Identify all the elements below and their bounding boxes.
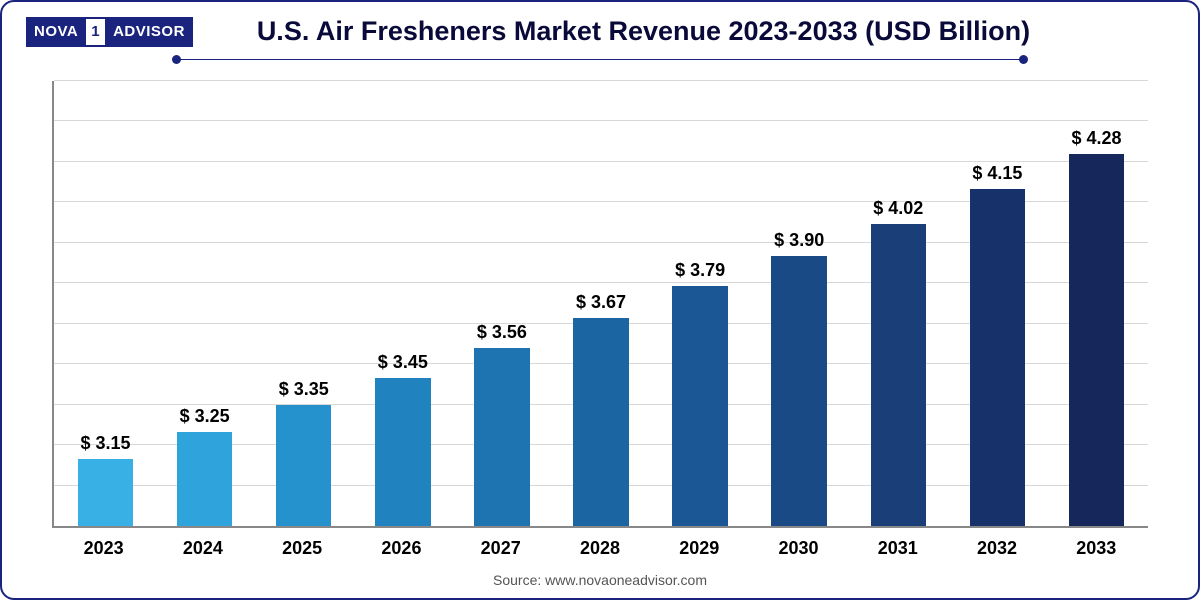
bar [970,189,1025,526]
chart-area: $ 3.15 $ 3.25 $ 3.35 $ 3.45 $ 3.56 $ 3.67 $ 3.… [52,81,1148,568]
bar-value-label: $ 3.56 [477,322,527,343]
bar-value-label: $ 4.28 [1071,128,1121,149]
bar [375,378,430,526]
bar [78,459,133,526]
bar-value-label: $ 3.25 [180,406,230,427]
x-tick-label: 2026 [352,528,451,568]
bar-slot: $ 3.67 [551,81,650,526]
bar-value-label: $ 4.15 [972,163,1022,184]
logo-right: ADVISOR [107,17,193,47]
bar-slot: $ 3.35 [254,81,353,526]
bar-value-label: $ 3.79 [675,260,725,281]
x-tick-label: 2027 [451,528,550,568]
bar-value-label: $ 3.67 [576,292,626,313]
plot: $ 3.15 $ 3.25 $ 3.35 $ 3.45 $ 3.56 $ 3.67 $ 3.… [52,81,1148,528]
x-tick-label: 2029 [650,528,749,568]
divider-dot-left-icon [172,55,181,64]
bar [1069,154,1124,526]
bar [177,432,232,526]
x-tick-label: 2030 [749,528,848,568]
bar [276,405,331,526]
bar-slot: $ 3.25 [155,81,254,526]
bar-slot: $ 3.56 [452,81,551,526]
x-tick-label: 2023 [54,528,153,568]
source-label: Source: www.novaoneadvisor.com [26,568,1174,588]
bar-slot: $ 3.90 [750,81,849,526]
x-tick-label: 2031 [848,528,947,568]
bar [474,348,529,526]
chart-frame: NOVA 1 ADVISOR U.S. Air Fresheners Marke… [0,0,1200,600]
logo-mid: 1 [84,17,107,47]
bar [871,224,926,526]
x-tick-label: 2028 [550,528,649,568]
divider-dot-right-icon [1019,55,1028,64]
divider-line [176,59,1024,60]
bar-value-label: $ 3.35 [279,379,329,400]
bar-value-label: $ 3.45 [378,352,428,373]
bars-container: $ 3.15 $ 3.25 $ 3.35 $ 3.45 $ 3.56 $ 3.67 $ 3.… [54,81,1148,526]
bar [672,286,727,526]
bar-value-label: $ 4.02 [873,198,923,219]
bar-slot: $ 3.15 [56,81,155,526]
bar-value-label: $ 3.90 [774,230,824,251]
chart-title: U.S. Air Fresheners Market Revenue 2023-… [213,16,1174,47]
bar-slot: $ 3.79 [651,81,750,526]
logo: NOVA 1 ADVISOR [26,17,193,47]
bar-value-label: $ 3.15 [81,433,131,454]
bar [771,256,826,526]
x-tick-label: 2032 [947,528,1046,568]
x-axis: 2023202420252026202720282029203020312032… [52,528,1148,568]
header-row: NOVA 1 ADVISOR U.S. Air Fresheners Marke… [26,16,1174,47]
bar-slot: $ 3.45 [353,81,452,526]
logo-left: NOVA [26,17,84,47]
title-divider [176,55,1024,65]
bar-slot: $ 4.28 [1047,81,1146,526]
x-tick-label: 2033 [1047,528,1146,568]
bar [573,318,628,526]
x-tick-label: 2024 [153,528,252,568]
x-tick-label: 2025 [253,528,352,568]
bar-slot: $ 4.02 [849,81,948,526]
bar-slot: $ 4.15 [948,81,1047,526]
